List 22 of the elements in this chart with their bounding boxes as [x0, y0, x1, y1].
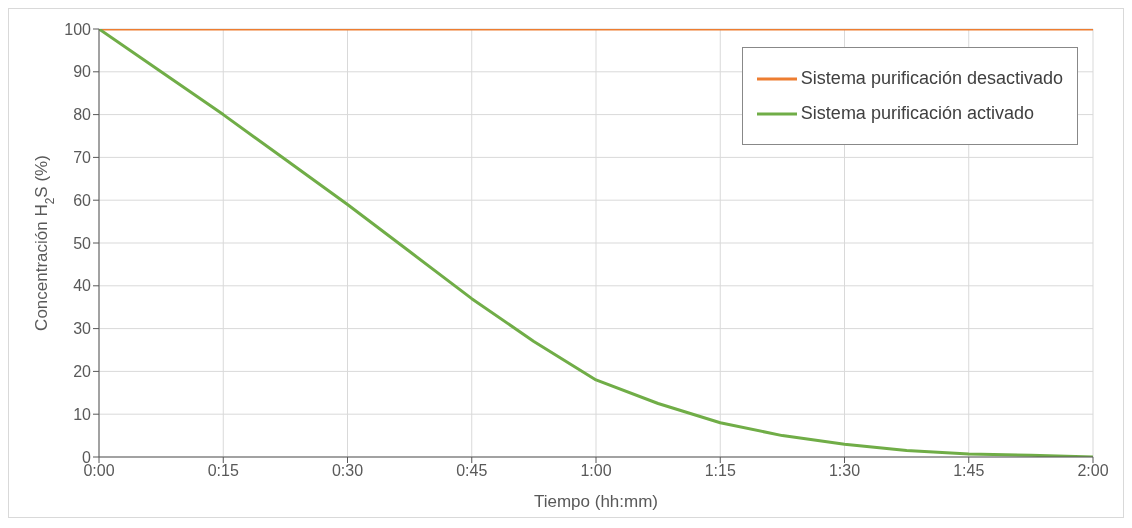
- y-tick-label: 50: [73, 234, 92, 252]
- x-tick-label: 1:00: [580, 462, 612, 480]
- x-tick-label: 1:30: [828, 462, 861, 480]
- y-tick-label: 80: [73, 106, 92, 124]
- y-tick-label: 90: [73, 63, 92, 81]
- y-tick-label: 60: [73, 191, 92, 209]
- x-tick-label: 0:45: [456, 462, 488, 480]
- y-tick-label: 100: [64, 20, 92, 38]
- legend-label: Sistema purificación activado: [800, 103, 1034, 124]
- x-tick-label: 0:15: [207, 462, 239, 480]
- y-tick-label: 10: [73, 405, 92, 423]
- x-tick-label: 1:45: [953, 462, 985, 480]
- x-tick-label: 0:00: [83, 462, 115, 480]
- legend-label: Sistema purificación desactivado: [800, 68, 1063, 89]
- y-tick-label: 70: [73, 149, 92, 167]
- y-tick-label: 20: [73, 363, 92, 381]
- x-axis-title: Tiempo (hh:mm): [533, 492, 659, 511]
- x-tick-label: 1:15: [704, 462, 736, 480]
- y-tick-label: 40: [73, 277, 92, 295]
- x-tick-label: 2:00: [1077, 462, 1109, 480]
- x-tick-label: 0:30: [331, 462, 364, 480]
- y-tick-label: 30: [73, 320, 92, 338]
